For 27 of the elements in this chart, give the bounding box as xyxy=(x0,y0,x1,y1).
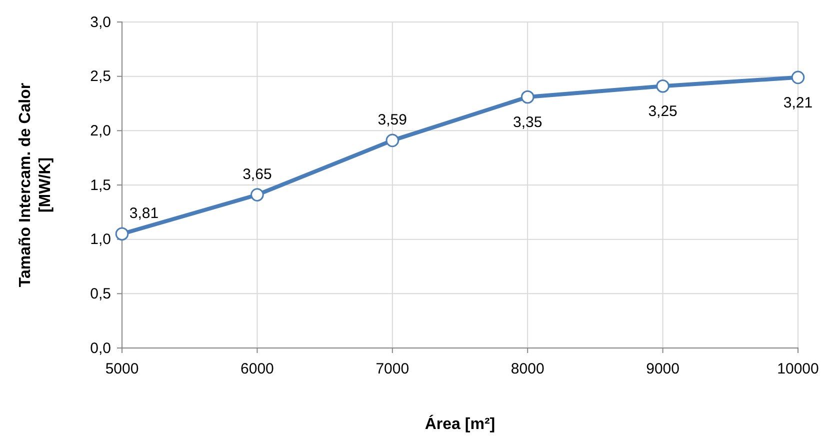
point xyxy=(250,188,264,202)
x-tick-label: 6000 xyxy=(240,360,274,378)
y-tick-label: 1,5 xyxy=(90,176,111,194)
x-tick-label: 5000 xyxy=(105,360,139,378)
point xyxy=(656,79,670,93)
annotation: 3,81 xyxy=(129,204,159,222)
annotation: 3,59 xyxy=(378,111,407,128)
y-tick-label: 0,5 xyxy=(90,285,111,302)
annotation: 3,25 xyxy=(648,103,678,120)
x-tick-label: 7000 xyxy=(376,360,410,378)
x-tick-label: 8000 xyxy=(510,360,544,378)
x-tick-label: 10000 xyxy=(777,360,819,378)
y-tick-label: 2,0 xyxy=(90,122,111,140)
y-axis-title: Tamaño Intercam. de Calor [MW/K] xyxy=(17,82,54,288)
y-tick-label: 3,0 xyxy=(90,14,111,31)
point xyxy=(115,227,129,241)
y-tick-label: 2,5 xyxy=(90,68,111,86)
x-axis-title: Área [m²] xyxy=(424,414,496,433)
annotation: 3,35 xyxy=(513,114,542,131)
annotation: 3,21 xyxy=(783,94,813,112)
annotation: 3,65 xyxy=(242,166,272,183)
point xyxy=(386,134,400,148)
y-tick-label: 1,0 xyxy=(90,231,111,248)
point xyxy=(520,90,534,104)
x-tick-label: 9000 xyxy=(646,360,680,378)
y-tick-label: 0,0 xyxy=(90,340,111,357)
point xyxy=(791,70,805,84)
